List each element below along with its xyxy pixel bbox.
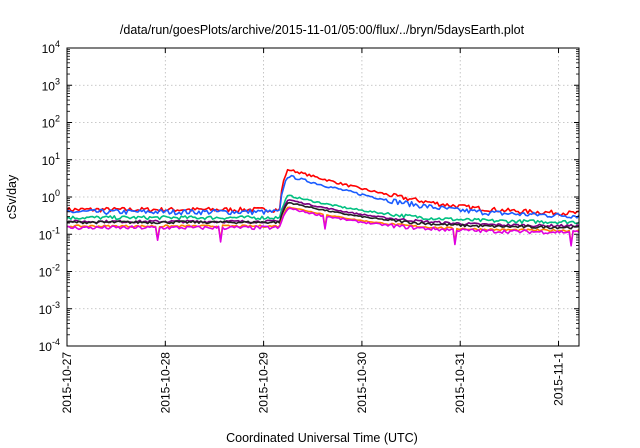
series-line xyxy=(66,201,580,230)
axis-ticks xyxy=(66,47,579,347)
y-tick-label: 103 xyxy=(42,76,60,93)
grid-lines xyxy=(66,48,579,346)
x-tick-label: 2015-10-29 xyxy=(257,352,271,414)
x-tick-label: 2015-10-27 xyxy=(60,352,74,414)
series-line xyxy=(66,206,580,245)
x-tick-label: 2015-10-30 xyxy=(355,352,369,414)
series-line xyxy=(66,168,580,216)
series-line xyxy=(66,174,580,219)
y-tick-label: 104 xyxy=(42,39,60,56)
y-tick-label: 102 xyxy=(42,114,60,131)
y-tick-label: 10-2 xyxy=(39,263,60,280)
y-tick-label: 10-4 xyxy=(39,337,60,354)
y-tick-label: 101 xyxy=(42,151,60,168)
y-tick-labels: 10-4 10-3 10-2 10-1 100 101 102 103 104 xyxy=(39,39,60,354)
series-line xyxy=(66,194,580,225)
y-axis-label: cSv/day xyxy=(5,174,19,219)
x-tick-label: 2015-11-1 xyxy=(552,352,566,406)
x-axis-label: Coordinated Universal Time (UTC) xyxy=(226,431,418,445)
series-line xyxy=(66,199,580,228)
chart-title: /data/run/goesPlots/archive/2015-11-01/0… xyxy=(120,23,525,37)
series-layer xyxy=(66,168,580,247)
x-tick-label: 2015-10-28 xyxy=(158,352,172,414)
y-tick-label: 10-1 xyxy=(39,225,60,242)
series-line xyxy=(67,207,580,247)
y-tick-label: 100 xyxy=(42,188,60,205)
x-tick-labels: 2015-10-27 2015-10-28 2015-10-29 2015-10-30… xyxy=(60,352,566,414)
y-tick-label: 10-3 xyxy=(39,300,60,317)
x-tick-label: 2015-10-31 xyxy=(453,352,467,414)
